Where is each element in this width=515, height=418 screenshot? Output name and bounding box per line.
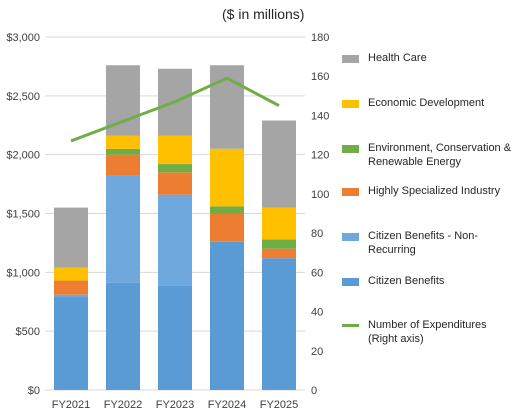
right-tick-label: 60 (311, 267, 323, 279)
x-axis-labels: FY2021 FY2022 FY2023 FY2024 FY2025 (52, 399, 299, 411)
bar-segment (210, 213, 244, 242)
bar-segment (158, 164, 192, 173)
legend-line-swatch (342, 324, 359, 327)
right-tick-label: 40 (311, 307, 323, 319)
right-tick-label: 180 (311, 32, 329, 44)
x-tick-label: FY2022 (104, 399, 143, 411)
bar-segment (54, 280, 88, 295)
right-tick-label: 100 (311, 189, 329, 201)
right-tick-label: 140 (311, 110, 329, 122)
bar-segment (106, 175, 140, 283)
left-tick-label: $1,000 (6, 267, 40, 279)
left-tick-label: $3,000 (6, 32, 40, 44)
legend-swatch (342, 100, 359, 108)
right-tick-label: 120 (311, 150, 329, 162)
legend-label: Environment, Conservation & Renewable En… (368, 142, 512, 168)
bar-segment (158, 172, 192, 195)
bar-segment (210, 148, 244, 207)
left-tick-label: $0 (28, 385, 40, 397)
bar-segment (106, 282, 140, 390)
bar-segment (106, 135, 140, 149)
legend-item: Highly Specialized Industry (342, 184, 500, 198)
bar-segment (54, 294, 88, 298)
bar-segment (262, 248, 296, 259)
right-tick-label: 0 (311, 385, 317, 397)
x-tick-label: FY2025 (260, 399, 299, 411)
legend-label: Health Care (368, 52, 427, 64)
x-tick-label: FY2024 (208, 399, 247, 411)
stacked-bars (54, 65, 296, 390)
legend-swatch (342, 145, 359, 153)
legend-label: Citizen Benefits (368, 275, 445, 287)
x-tick-label: FY2021 (52, 399, 91, 411)
expenditures-line (70, 76, 280, 143)
right-axis-labels: 0 20 40 60 80 100 120 140 160 180 (311, 32, 329, 397)
bar-segment (106, 154, 140, 176)
chart-legend: Health Care Economic Development Environme… (342, 0, 515, 418)
legend-item: Health Care (342, 51, 427, 65)
expenditures-line-path (70, 76, 280, 143)
bar-segment (262, 120, 296, 208)
right-tick-label: 20 (311, 346, 323, 358)
right-tick-label: 160 (311, 71, 329, 83)
legend-swatch (342, 188, 359, 196)
legend-label: Economic Development (368, 97, 485, 109)
left-tick-label: $1,500 (6, 209, 40, 221)
legend-item: Economic Development (342, 96, 484, 110)
bar-segment (158, 194, 192, 286)
right-tick-label: 80 (311, 228, 323, 240)
legend-item: Number of Expenditures (Right axis) (342, 318, 515, 346)
legend-item: Environment, Conservation & Renewable En… (342, 141, 515, 169)
legend-swatch (342, 278, 359, 286)
left-tick-label: $500 (16, 326, 40, 338)
x-tick-label: FY2023 (156, 399, 195, 411)
bar-segment (54, 267, 88, 281)
legend-label: Highly Specialized Industry (368, 185, 501, 197)
bar-segment (158, 135, 192, 165)
bar-segment (262, 207, 296, 240)
left-axis-labels: $0 $500 $1,000 $1,500 $2,000 $2,500 $3,000 (6, 32, 40, 397)
bar-segment (210, 206, 244, 214)
legend-item: Citizen Benefits (342, 274, 444, 288)
legend-swatch (342, 55, 359, 63)
bar-segment (210, 241, 244, 390)
bar-segment (54, 297, 88, 390)
left-tick-label: $2,500 (6, 91, 40, 103)
bar-segment (262, 258, 296, 390)
legend-label: Number of Expenditures (Right axis) (368, 319, 487, 345)
legend-label: Citizen Benefits - Non-Recurring (368, 230, 479, 256)
legend-swatch (342, 233, 359, 241)
bar-segment (106, 148, 140, 155)
left-tick-label: $2,000 (6, 150, 40, 162)
bar-segment (262, 239, 296, 249)
units-label: ($ in millions) (222, 6, 305, 22)
bar-segment (158, 285, 192, 390)
legend-item: Citizen Benefits - Non-Recurring (342, 229, 515, 257)
bar-segment (54, 207, 88, 268)
